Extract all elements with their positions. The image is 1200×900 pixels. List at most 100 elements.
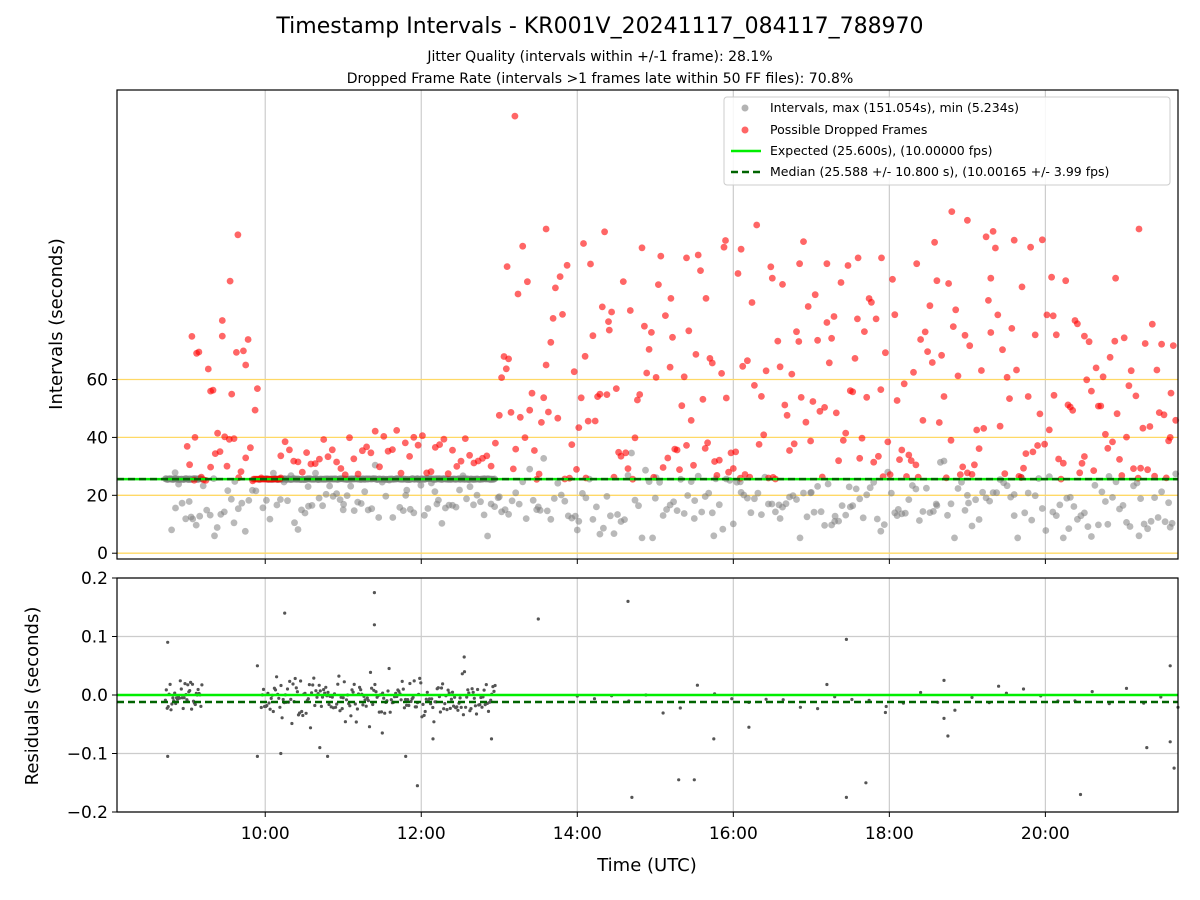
dropped-frame-point [573,466,580,473]
residual-point [883,710,888,715]
residual-point [443,702,447,706]
dropped-frame-point [1151,472,1158,480]
interval-point [866,484,874,492]
dropped-frame-point [303,449,310,456]
interval-point [259,504,267,512]
residual-point [289,697,293,702]
interval-point [624,472,632,479]
dropped-frame-point [389,446,396,453]
residual-point [324,685,328,689]
interval-point [651,494,659,502]
interval-point [589,516,597,523]
interval-point [1081,509,1088,517]
dropped-frame-point [982,233,990,241]
residual-point [326,754,330,759]
residual-point [320,695,325,699]
residual-point [367,725,372,729]
residual-point [283,611,287,615]
dropped-frame-point [802,418,810,426]
residual-point [344,698,349,702]
residual-point [472,696,476,700]
dropped-frame-point [839,437,847,444]
dropped-frame-point [1034,442,1041,449]
dropped-frame-point [1146,423,1154,430]
residual-point [193,702,197,707]
interval-point [484,532,491,540]
interval-point [986,497,993,505]
dropped-frame-point [242,361,250,369]
residual-point [359,688,363,692]
residual-point [387,666,391,671]
dropped-frame-point [626,307,634,314]
interval-point [1066,493,1074,501]
residual-point [186,683,190,687]
interval-point [1147,517,1155,525]
interval-point [505,510,512,518]
residual-point [279,751,283,756]
residual-point [470,687,474,691]
residual-point [290,721,294,726]
residual-point [336,682,340,686]
residual-point [338,709,342,713]
dropped-frame-point [638,244,646,252]
residual-point [411,695,415,700]
residual-point [361,703,365,707]
interval-point [196,512,204,520]
dropped-frame-point [1132,392,1140,400]
interval-point [175,480,183,488]
dropped-frame-point [1041,440,1048,448]
intervals-y-tick-label: 0 [97,544,108,564]
dropped-frame-point [354,470,362,478]
interval-point [368,505,376,513]
dropped-frame-point [796,260,803,268]
residual-point [469,707,473,711]
dropped-frame-point [912,461,920,469]
dropped-frame-point [1158,340,1165,348]
residual-point [864,781,868,785]
residual-point [946,734,950,738]
residual-point [342,680,346,684]
residual-point [850,697,854,702]
residual-point [164,688,168,692]
dropped-frame-point [809,398,817,405]
dropped-frame-point [1148,320,1156,328]
dropped-frame-point [524,278,531,286]
dropped-frame-point [251,406,259,414]
interval-point [817,508,825,516]
dropped-frame-point [844,262,852,269]
interval-point [199,482,207,490]
residual-point [275,675,279,679]
residual-point [678,706,682,710]
interval-point [649,534,656,542]
residual-point [884,704,888,709]
residual-point [330,695,334,699]
interval-point [614,511,621,518]
residual-point [166,640,170,644]
dropped-frame-point [657,252,665,260]
dropped-frame-point [882,349,889,357]
interval-point [690,515,698,522]
residual-point [312,676,316,680]
interval-point [266,515,274,523]
residual-point [379,710,384,714]
dropped-frame-point [346,434,353,442]
interval-point [470,501,477,509]
interval-point [304,483,312,490]
residual-point [363,698,367,702]
interval-point [691,497,699,504]
dropped-frame-point [542,361,550,369]
dropped-frame-point [926,302,934,310]
dropped-frame-point [1020,464,1027,472]
intervals-y-tick-label: 60 [86,371,108,391]
interval-point [456,486,463,494]
dropped-frame-point [832,409,840,417]
residual-point [299,679,303,683]
interval-point [859,514,867,522]
residual-point [414,705,418,709]
dropped-frame-point [729,465,737,472]
interval-point [452,503,460,511]
interval-point [1154,514,1162,521]
dropped-frame-point [286,446,293,454]
dropped-frame-point [797,394,805,401]
